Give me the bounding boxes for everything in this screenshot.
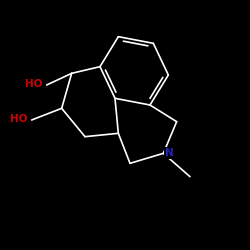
Text: HO: HO: [25, 79, 43, 89]
Text: HO: HO: [10, 114, 28, 124]
Text: N: N: [165, 148, 174, 158]
